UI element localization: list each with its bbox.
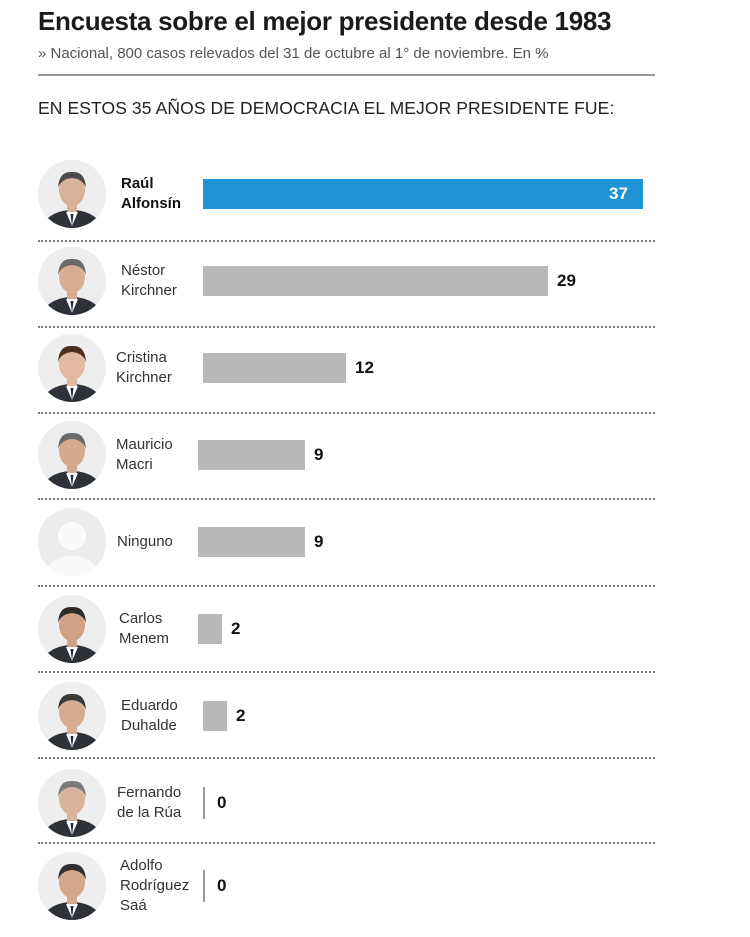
chart-title: Encuesta sobre el mejor presidente desde…: [38, 6, 612, 36]
chart-subtitle: » Nacional, 800 casos relevados del 31 d…: [38, 45, 549, 62]
chart-row: Raúl Alfonsín 37: [0, 158, 750, 245]
data-label: 29: [557, 271, 576, 290]
data-label: 9: [314, 445, 324, 464]
title-divider: [38, 74, 655, 76]
category-label: Fernando de la Rúa: [117, 783, 181, 823]
category-label-line: Saá: [120, 897, 147, 914]
row-separator: [38, 842, 655, 844]
bar: [203, 179, 643, 209]
category-label-line: de la Rúa: [117, 804, 182, 821]
category-label: Raúl Alfonsín: [121, 174, 181, 214]
category-label-line: Néstor: [121, 262, 166, 279]
zero-bar: [203, 787, 205, 819]
category-label: Adolfo Rodríguez Saá: [120, 856, 189, 916]
chart-row: Mauricio Macri 9: [0, 419, 750, 506]
portrait-icon: [38, 334, 106, 402]
zero-bar: [203, 870, 205, 902]
row-separator: [38, 585, 655, 587]
portrait-icon: [38, 595, 106, 663]
chart-row: Adolfo Rodríguez Saá 0: [0, 850, 750, 937]
bar: [198, 527, 305, 557]
portrait-icon: [38, 682, 106, 750]
row-separator: [38, 757, 655, 759]
data-label: 0: [217, 793, 227, 812]
category-label-line: Adolfo: [120, 857, 163, 874]
person-placeholder-icon: [38, 508, 106, 576]
portrait-icon: [38, 421, 106, 489]
category-label-line: Menem: [119, 630, 170, 647]
category-label-line: Kirchner: [116, 369, 172, 386]
row-separator: [38, 240, 655, 242]
category-label-line: Raúl: [121, 175, 154, 192]
category-label-line: Fernando: [117, 784, 182, 801]
data-label: 0: [217, 876, 227, 895]
portrait-icon: [38, 247, 106, 315]
portrait-icon: [38, 160, 106, 228]
row-separator: [38, 412, 655, 414]
bar: [198, 614, 222, 644]
row-separator: [38, 498, 655, 500]
category-label: Ninguno: [117, 532, 173, 552]
category-label-line: Rodríguez: [120, 877, 190, 894]
chart-row: Fernando de la Rúa 0: [0, 767, 750, 854]
chart-row: Néstor Kirchner 29: [0, 245, 750, 332]
category-label: Mauricio Macri: [116, 435, 173, 475]
category-label: Eduardo Duhalde: [121, 696, 178, 736]
chart-row: Carlos Menem 2: [0, 593, 750, 680]
category-label-line: Cristina: [116, 349, 167, 366]
category-label-line: Carlos: [119, 610, 163, 627]
category-label-line: Mauricio: [116, 436, 173, 453]
question-heading: EN ESTOS 35 AÑOS DE DEMOCRACIA EL MEJOR …: [38, 98, 615, 118]
bar: [203, 701, 227, 731]
row-separator: [38, 326, 655, 328]
bar: [203, 266, 548, 296]
data-label: 9: [314, 532, 324, 551]
data-label: 12: [355, 358, 374, 377]
chart-row: Ninguno 9: [0, 506, 750, 593]
bar: [203, 353, 346, 383]
category-label-line: Ninguno: [117, 533, 173, 550]
chart-row: Cristina Kirchner 12: [0, 332, 750, 419]
category-label: Cristina Kirchner: [116, 348, 172, 388]
row-separator: [38, 671, 655, 673]
data-label: 2: [231, 619, 241, 638]
data-label: 2: [236, 706, 246, 725]
category-label-line: Alfonsín: [121, 195, 181, 212]
category-label-line: Macri: [116, 456, 153, 473]
category-label-line: Duhalde: [121, 717, 177, 734]
category-label: Néstor Kirchner: [121, 261, 177, 301]
chart-row: Eduardo Duhalde 2: [0, 680, 750, 767]
category-label-line: Eduardo: [121, 697, 178, 714]
portrait-icon: [38, 852, 106, 920]
data-label: 37: [609, 184, 628, 203]
category-label-line: Kirchner: [121, 282, 177, 299]
category-label: Carlos Menem: [119, 609, 169, 649]
bar: [198, 440, 305, 470]
portrait-icon: [38, 769, 106, 837]
